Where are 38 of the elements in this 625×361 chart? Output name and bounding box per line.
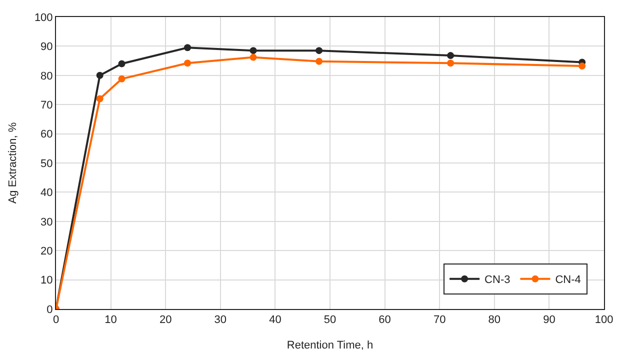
- y-tick-label: 80: [40, 70, 53, 82]
- y-tick-label: 0: [46, 304, 53, 316]
- x-tick-label: 10: [104, 314, 117, 326]
- y-tick-label: 60: [40, 128, 53, 141]
- x-tick-label: 100: [594, 314, 614, 326]
- x-tick-label: 60: [378, 314, 391, 326]
- point: [250, 47, 257, 54]
- y-tick-label: 20: [40, 245, 53, 258]
- y-tick-label: 100: [34, 12, 53, 24]
- x-tick-label: 40: [269, 314, 282, 326]
- point: [118, 60, 126, 68]
- x-tick-label: 20: [159, 314, 172, 326]
- legend-label: CN-3: [484, 274, 510, 286]
- x-tick-label: 80: [488, 314, 501, 326]
- x-tick-label: 70: [433, 314, 446, 326]
- x-tick-label: 50: [324, 314, 336, 326]
- y-tick-label: 10: [40, 274, 53, 287]
- y-tick-label: 30: [40, 216, 53, 228]
- point: [250, 54, 257, 61]
- x-tick-label: 30: [214, 314, 227, 326]
- point: [447, 60, 454, 67]
- legend-label: CN-4: [555, 274, 581, 286]
- point: [96, 95, 104, 102]
- point: [447, 52, 454, 60]
- y-tick-label: 40: [40, 187, 53, 200]
- point: [184, 44, 192, 52]
- point: [96, 72, 104, 79]
- point: [578, 62, 586, 70]
- x-axis-title: Retention Time, h: [286, 339, 374, 352]
- point: [118, 75, 126, 82]
- point: [184, 60, 192, 67]
- y-axis-title: Ag Extraction, %: [7, 122, 20, 204]
- point: [316, 58, 323, 65]
- y-tick-label: 90: [40, 41, 53, 54]
- x-tick-label: 90: [543, 314, 556, 326]
- y-tick-label: 70: [40, 99, 53, 112]
- y-tick-label: 50: [40, 158, 53, 170]
- point: [316, 47, 323, 54]
